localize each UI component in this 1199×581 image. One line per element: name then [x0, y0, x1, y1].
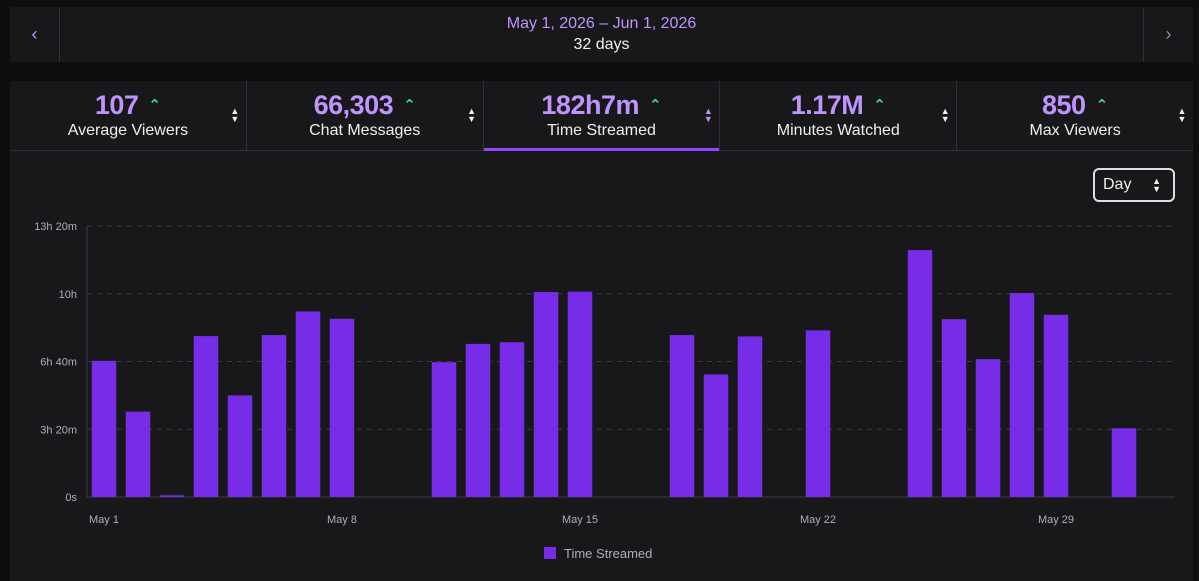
bar-may-26[interactable] — [941, 319, 967, 497]
trend-up-icon: ⌃ — [148, 97, 161, 114]
chevron-right-icon: › — [1165, 24, 1172, 44]
sort-toggle-icon[interactable]: ▲ ▼ — [703, 106, 713, 124]
stat-tab-max-viewers[interactable]: 850 ⌃ Max Viewers ▲ ▼ — [957, 81, 1193, 150]
y-tick-label: 6h 40m — [40, 357, 77, 369]
interval-select[interactable]: Day ▲ ▼ — [1093, 168, 1175, 202]
sort-toggle-icon[interactable]: ▲ ▼ — [1177, 106, 1187, 124]
stat-label: Average Viewers — [67, 122, 189, 139]
sort-toggle-icon[interactable]: ▲ ▼ — [940, 106, 950, 124]
bar-may-22[interactable] — [805, 330, 831, 497]
stat-value: 107 — [94, 90, 139, 120]
bar-may-19[interactable] — [703, 374, 729, 497]
stat-label: Chat Messages — [309, 122, 421, 139]
bar-may-15[interactable] — [567, 291, 593, 497]
interval-select-value: Day — [1103, 176, 1132, 193]
bar-may-1[interactable] — [91, 360, 117, 497]
next-period-button[interactable]: › — [1143, 7, 1193, 62]
trend-up-icon: ⌃ — [648, 97, 662, 114]
stat-value: 850 — [1042, 90, 1086, 120]
bar-may-2[interactable] — [125, 411, 151, 497]
stats-panel: 107 ⌃ Average Viewers ▲ ▼ 66,303 ⌃ Chat M… — [10, 81, 1193, 581]
stat-label: Max Viewers — [1029, 122, 1121, 139]
y-tick-label: 3h 20m — [40, 424, 77, 436]
bar-may-8[interactable] — [329, 318, 355, 497]
stat-tab-minutes-watched[interactable]: 1.17M ⌃ Minutes Watched ▲ ▼ — [720, 81, 958, 150]
x-tick-label: May 15 — [562, 514, 598, 526]
date-range-label: May 1, 2026 – Jun 1, 2026 — [506, 14, 697, 32]
stat-tab-average-viewers[interactable]: 107 ⌃ Average Viewers ▲ ▼ — [10, 81, 247, 150]
bar-may-6[interactable] — [261, 335, 287, 497]
bar-may-14[interactable] — [533, 292, 559, 497]
bar-may-3[interactable] — [159, 495, 185, 497]
bar-may-20[interactable] — [737, 336, 763, 497]
bar-may-31[interactable] — [1111, 428, 1137, 497]
sort-toggle-icon[interactable]: ▲ ▼ — [230, 106, 240, 124]
stat-tab-chat-messages[interactable]: 66,303 ⌃ Chat Messages ▲ ▼ — [247, 81, 484, 150]
sort-toggle-icon[interactable]: ▲ ▼ — [467, 106, 477, 124]
legend-label[interactable]: Time Streamed — [564, 546, 652, 561]
x-tick-label: May 29 — [1038, 514, 1074, 526]
previous-period-button[interactable]: ‹ — [10, 7, 60, 62]
bar-may-25[interactable] — [907, 250, 933, 497]
bar-may-7[interactable] — [295, 311, 321, 497]
bar-may-28[interactable] — [1009, 293, 1035, 497]
time-streamed-chart: 0s 3h 20m 6h 40m 10h 13h 20m May 1 May 8 May 15… — [34, 221, 1175, 561]
select-toggle-icon: ▲ ▼ — [1152, 176, 1161, 194]
x-tick-label: May 8 — [327, 514, 357, 526]
chevron-left-icon: ‹ — [31, 24, 38, 44]
trend-up-icon: ⌃ — [403, 97, 416, 114]
bar-may-13[interactable] — [499, 342, 525, 497]
bar-may-29[interactable] — [1043, 314, 1069, 497]
y-tick-label: 13h 20m — [34, 221, 77, 233]
stat-label: Minutes Watched — [776, 122, 900, 139]
stat-tabs: 107 ⌃ Average Viewers ▲ ▼ 66,303 ⌃ Chat M… — [10, 81, 1193, 151]
x-tick-label: May 1 — [89, 514, 119, 526]
date-range-bar: ‹ May 1, 2026 – Jun 1, 2026 32 days › — [10, 7, 1193, 62]
bar-may-11[interactable] — [431, 362, 457, 497]
y-tick-label: 10h — [59, 289, 77, 301]
trend-up-icon: ⌃ — [873, 97, 886, 114]
stat-tab-time-streamed[interactable]: 182h7m ⌃ Time Streamed ▲ ▼ — [483, 81, 721, 151]
bar-may-4[interactable] — [193, 336, 219, 497]
stat-value: 1.17M — [790, 90, 864, 120]
trend-up-icon: ⌃ — [1095, 97, 1109, 114]
bar-may-5[interactable] — [227, 395, 253, 497]
legend-swatch — [544, 547, 556, 559]
date-range-days: 32 days — [573, 35, 630, 53]
stat-value: 182h7m — [541, 90, 639, 120]
stat-value: 66,303 — [313, 90, 394, 120]
bar-may-27[interactable] — [975, 359, 1001, 497]
bar-may-12[interactable] — [465, 343, 491, 497]
stat-label: Time Streamed — [547, 122, 656, 139]
bar-may-18[interactable] — [669, 335, 695, 497]
y-tick-label: 0s — [65, 492, 77, 504]
x-tick-label: May 22 — [800, 514, 836, 526]
date-range-display: May 1, 2026 – Jun 1, 2026 32 days — [60, 7, 1143, 62]
